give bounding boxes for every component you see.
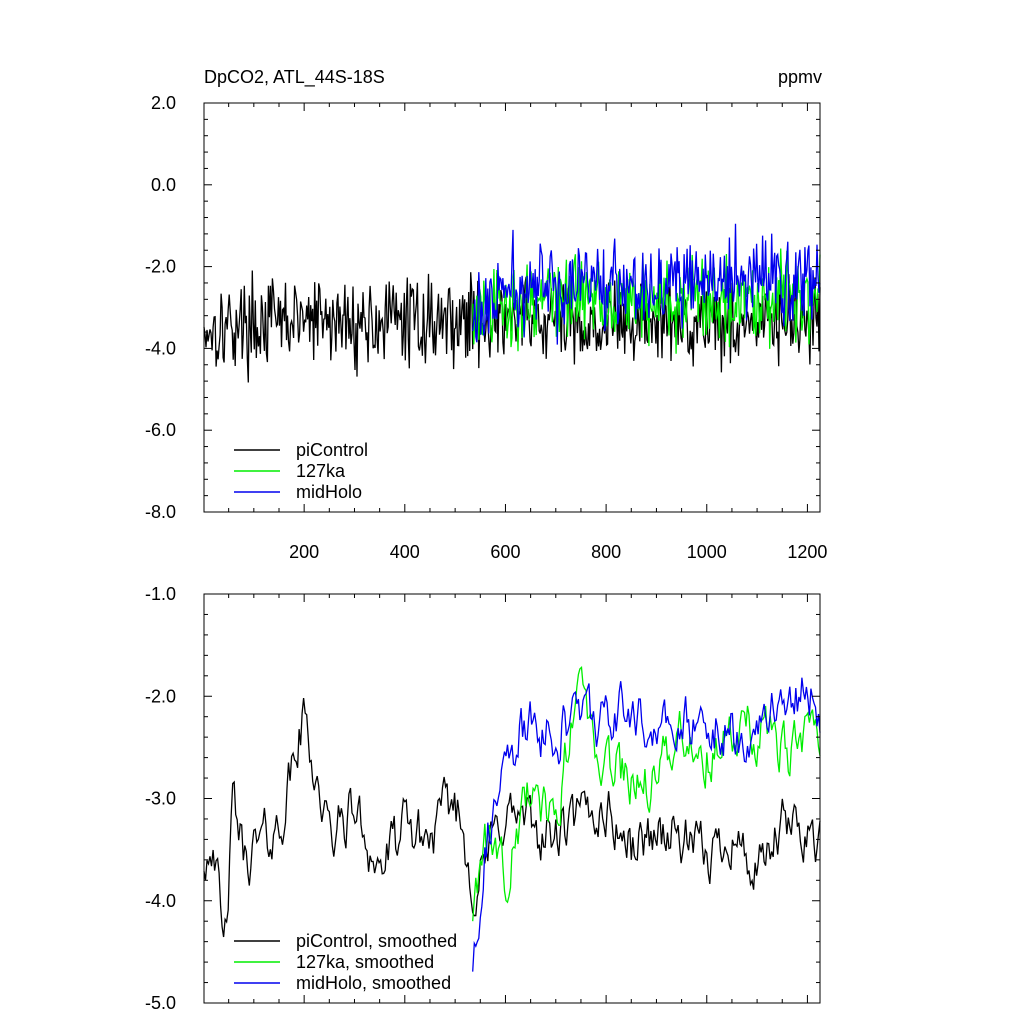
legend-label: piControl, smoothed: [296, 931, 457, 951]
series-line-127ka-smoothed: [472, 666, 821, 922]
legend-label: midHolo: [296, 482, 362, 502]
series-line-127ka: [472, 248, 821, 354]
x-tick-label: 200: [289, 542, 319, 562]
x-tick-label: 600: [490, 542, 520, 562]
y-tick-label: -1.0: [145, 584, 176, 604]
bottom-panel: -5.0 -4.0 -3.0 -2.0 -1.0 piControl, smoothed1…: [145, 584, 821, 1013]
y-tick-label: -2.0: [145, 686, 176, 706]
y-tick-label: -4.0: [145, 891, 176, 911]
plot-frame: [203, 102, 821, 513]
x-tick-label: 1200: [787, 542, 827, 562]
y-tick-label: -8.0: [145, 502, 176, 522]
series-line-midholo: [472, 223, 821, 345]
x-tick-label: 800: [591, 542, 621, 562]
y-tick-label: -2.0: [145, 257, 176, 277]
y-tick-label: 0.0: [151, 175, 176, 195]
x-tick-label: 400: [390, 542, 420, 562]
chart-title: DpCO2, ATL_44S-18S: [204, 67, 385, 88]
y-tick-label: -4.0: [145, 338, 176, 358]
units-label: ppmv: [778, 67, 822, 87]
legend-label: 127ka, smoothed: [296, 952, 434, 972]
x-tick-label: 1000: [687, 542, 727, 562]
series-line-midholo-smoothed: [472, 677, 821, 972]
legend-label: piControl: [296, 440, 368, 460]
y-tick-label: -3.0: [145, 789, 176, 809]
series-line-picontrol-smoothed: [203, 698, 821, 938]
legend-label: midHolo, smoothed: [296, 973, 451, 993]
legend-label: 127ka: [296, 461, 346, 481]
y-tick-label: -5.0: [145, 993, 176, 1013]
y-tick-label: 2.0: [151, 93, 176, 113]
top-panel: -8.0 -6.0 -4.0 -2.0 0.0 2.0 200 400 600 800 1000 12…: [145, 93, 827, 562]
y-tick-label: -6.0: [145, 420, 176, 440]
